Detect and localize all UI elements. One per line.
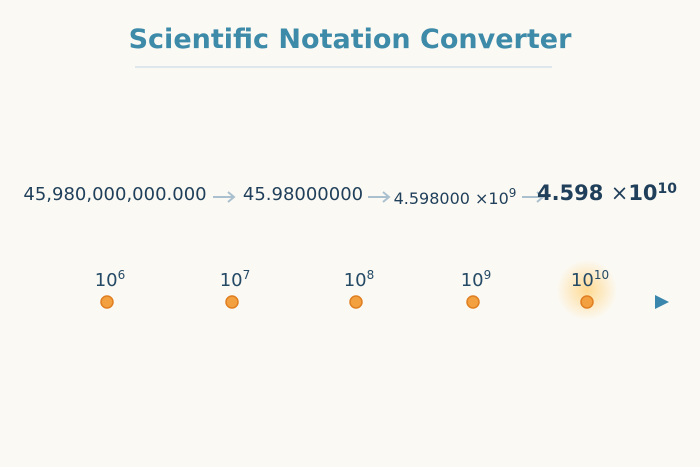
step: 45,980,000,000.000 [23, 184, 207, 205]
mantissa: 4.598000 [393, 189, 470, 208]
mantissa: 4.598 [536, 181, 604, 205]
base: 10 [488, 189, 509, 208]
base: 10 [570, 270, 594, 291]
tick-dots [100, 295, 594, 309]
step: 4.598000 ×109 [394, 186, 517, 208]
exponent: 9 [483, 268, 492, 282]
step: 45.98000000 [242, 184, 364, 205]
highlight-glow [557, 260, 617, 320]
tick-label: 108 [344, 268, 375, 291]
exponent: 10 [593, 268, 610, 282]
title: Scientific Notation Converter [128, 24, 572, 55]
tick-label: 106 [95, 268, 126, 291]
exponent: 8 [366, 268, 375, 282]
base: 10 [219, 270, 243, 291]
base: 10 [94, 270, 118, 291]
tick-label: 1010 [571, 268, 609, 291]
times: × [610, 181, 629, 205]
exponent: 6 [117, 268, 126, 282]
base: 10 [628, 181, 658, 205]
exponent: 7 [242, 268, 251, 282]
step-result: 4.598 ×1010 [537, 181, 677, 205]
exponent: 9 [508, 186, 517, 200]
tick-label: 109 [461, 268, 492, 291]
exponent: 10 [657, 181, 678, 197]
tick-label: 107 [220, 268, 251, 291]
base: 10 [343, 270, 367, 291]
base: 10 [460, 270, 484, 291]
number-line-head [655, 295, 669, 309]
arrows [213, 191, 545, 203]
times: × [475, 189, 489, 208]
